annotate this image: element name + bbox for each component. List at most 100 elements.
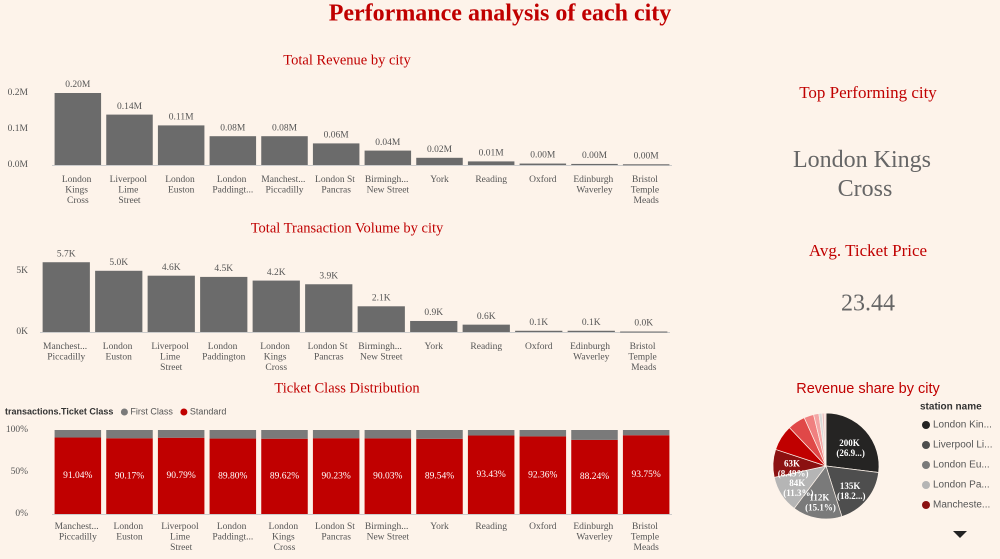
bar-segment — [312, 430, 360, 439]
bar — [106, 114, 153, 165]
pie-slice — [793, 465, 843, 520]
chart-title: Ticket Class Distribution — [274, 380, 420, 396]
x-tick-label: York — [430, 522, 449, 532]
bar — [567, 330, 615, 332]
data-label: 0.0K — [634, 319, 653, 329]
bar-segment — [467, 435, 515, 514]
data-label: 89.80% — [218, 471, 247, 481]
data-label: 91.04% — [63, 471, 92, 481]
data-label: 4.6K — [162, 263, 181, 273]
bar-segment — [209, 438, 257, 514]
scroll-arrow[interactable] — [953, 531, 967, 538]
data-label: 0.11M — [169, 113, 194, 123]
x-tick-label: Reading — [475, 522, 507, 532]
bar-segment — [157, 437, 205, 514]
x-tick-label: Oxford — [529, 521, 557, 532]
data-label: 112K (15.1%) — [805, 492, 836, 512]
legend-marker — [922, 441, 930, 449]
x-tick-label: Birmingh... New Street — [358, 342, 404, 363]
data-label: 89.54% — [425, 472, 454, 482]
data-label: 0.00M — [634, 151, 660, 161]
bar-segment — [519, 436, 567, 514]
card-value: London Kings Cross — [793, 147, 937, 202]
data-label: 84K (11.3%) — [783, 478, 813, 498]
legend-title: station name — [920, 402, 982, 413]
x-tick-label: Reading — [470, 342, 502, 352]
data-label: 3.9K — [319, 271, 338, 281]
chart-title: Revenue share by city — [796, 381, 940, 397]
x-tick-label: York — [430, 175, 449, 185]
pie-slice — [825, 465, 879, 517]
card-title: Avg. Ticket Price — [809, 241, 927, 260]
x-tick-label: London St Pancras — [308, 342, 350, 363]
bar-segment — [416, 438, 463, 514]
x-tick-label: Manchest... Piccadilly — [43, 342, 89, 363]
data-label: 63K (8.49%) — [778, 458, 809, 478]
y-tick-label: 100% — [6, 425, 28, 435]
data-label: 0.01M — [479, 149, 505, 159]
x-tick-label: London Euston — [103, 342, 135, 363]
x-tick-label: Birmingh... New Street — [365, 175, 411, 196]
legend-label: First Class — [130, 406, 173, 416]
y-tick-label: 0.1M — [8, 124, 29, 134]
bar — [147, 275, 195, 332]
x-tick-label: Oxford — [525, 341, 553, 352]
legend-marker — [922, 481, 930, 489]
bar-segment — [622, 435, 670, 514]
bar-segment — [106, 430, 153, 439]
data-label: 200K (26.9...) — [836, 438, 865, 458]
bar-segment — [261, 430, 308, 439]
bar — [357, 306, 405, 332]
x-tick-label: Bristol Temple Meads — [628, 342, 659, 373]
card-title: Top Performing city — [799, 83, 937, 102]
data-label: 135K (18.2...) — [837, 481, 866, 501]
data-label: 0.6K — [477, 312, 496, 322]
legend-label: London Eu... — [933, 460, 990, 471]
bar-segment — [364, 430, 412, 439]
x-tick-label: Edinburgh Waverley — [573, 175, 615, 196]
y-tick-label: 50% — [11, 467, 29, 477]
data-label: 93.75% — [632, 470, 661, 480]
pie-slice — [825, 412, 880, 473]
card-value: 23.44 — [841, 291, 895, 317]
y-tick-label: 0K — [16, 327, 28, 337]
page-title: Performance analysis of each city — [329, 1, 672, 27]
x-tick-label: London St Pancras — [315, 175, 357, 196]
bar — [571, 163, 618, 165]
bar-segment — [571, 430, 618, 440]
data-label: 0.02M — [427, 145, 453, 155]
bar — [261, 136, 308, 165]
legend-label: Standard — [190, 406, 227, 416]
legend-title: transactions.Ticket Class — [5, 406, 113, 416]
bar — [622, 164, 670, 166]
x-tick-label: Reading — [475, 175, 507, 185]
bar-segment — [519, 430, 567, 437]
bar — [364, 150, 412, 165]
data-label: 0.04M — [375, 138, 401, 148]
x-tick-label: London Paddingt... — [212, 522, 253, 543]
bar — [620, 331, 668, 333]
bar — [200, 276, 248, 332]
bar — [305, 284, 353, 332]
data-label: 5.0K — [109, 258, 128, 268]
data-label: 92.36% — [528, 470, 557, 480]
data-label: 5.7K — [57, 249, 76, 259]
x-tick-label: Edinburgh Waverley — [570, 342, 612, 363]
x-tick-label: Bristol Temple Meads — [631, 175, 662, 206]
bar-segment — [54, 437, 102, 514]
data-label: 2.1K — [372, 293, 391, 303]
x-tick-label: Birmingh... New Street — [365, 522, 411, 543]
x-tick-label: London St Pancras — [315, 522, 357, 543]
x-tick-label: London Paddington — [202, 342, 246, 363]
bar-segment — [261, 438, 308, 514]
legend-label: Liverpool Li... — [933, 440, 992, 451]
bar-segment — [571, 439, 618, 514]
x-tick-label: Bristol Temple Meads — [631, 522, 662, 553]
bar-segment — [157, 430, 205, 438]
bar — [519, 163, 567, 165]
data-label: 90.23% — [322, 471, 351, 481]
x-tick-label: Liverpool Lime Street — [110, 175, 150, 206]
x-tick-label: Manchest... Piccadilly — [261, 175, 307, 196]
data-label: 0.00M — [530, 151, 556, 161]
